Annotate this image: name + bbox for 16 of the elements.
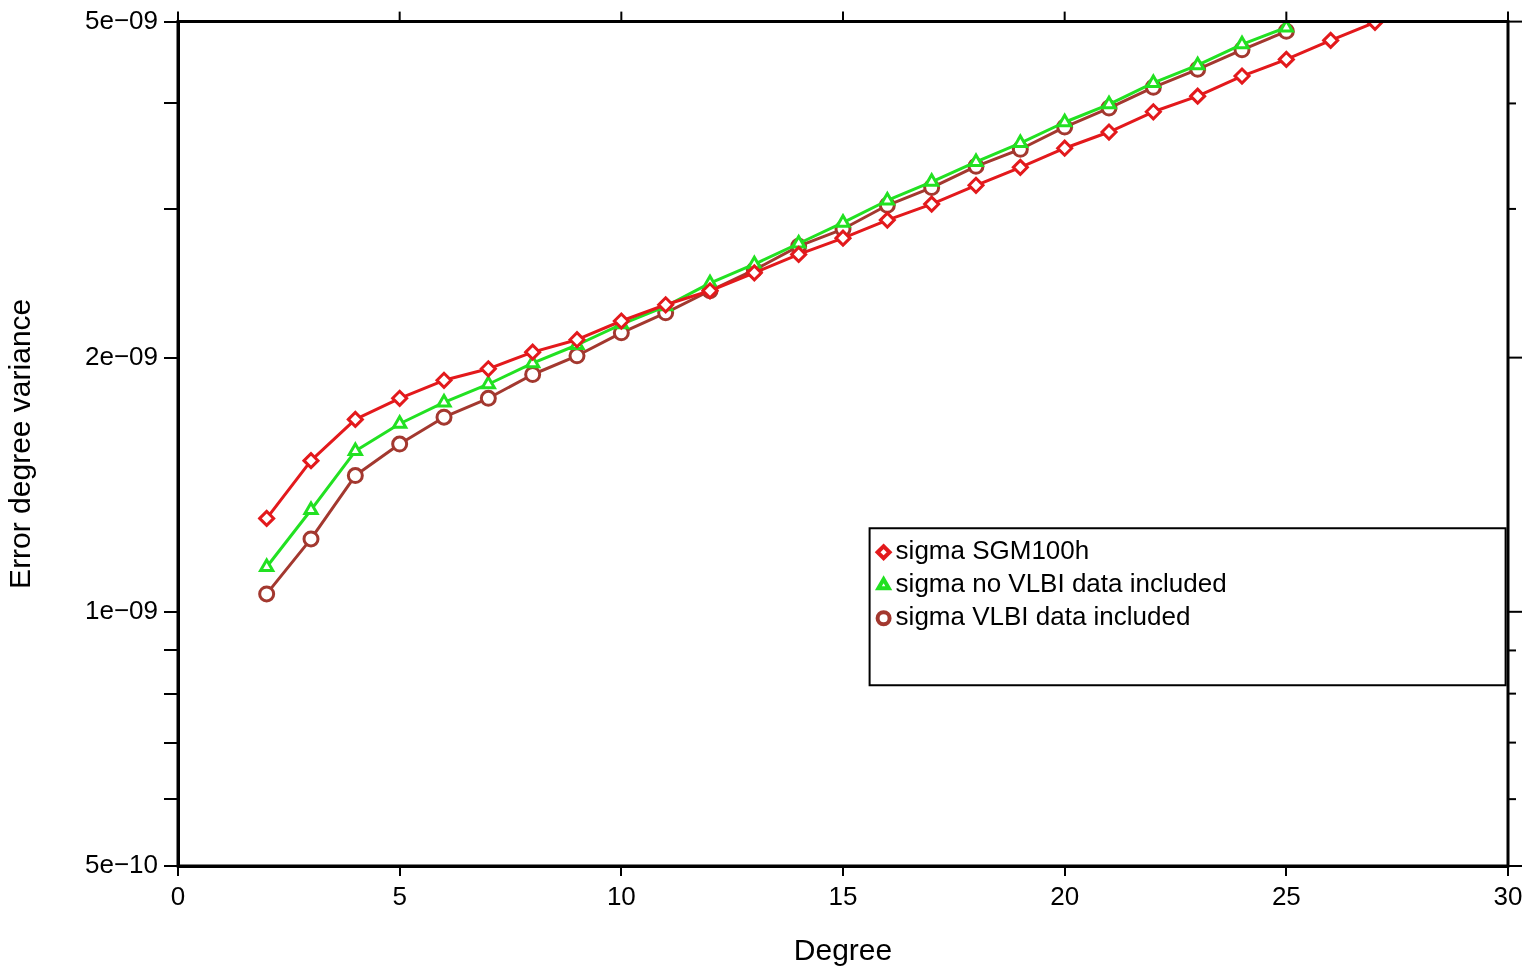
y-axis-title: Error degree variance bbox=[3, 298, 37, 589]
x-tick-label: 15 bbox=[828, 880, 858, 911]
y-tick-label: 5e−09 bbox=[84, 4, 158, 35]
y-tick-label: 1e−09 bbox=[84, 594, 158, 625]
y-tick-label: 5e−10 bbox=[84, 849, 158, 880]
legend-label: sigma no VLBI data included bbox=[895, 568, 1227, 599]
x-tick-label: 5 bbox=[392, 880, 407, 911]
x-tick-label: 10 bbox=[606, 880, 636, 911]
legend-label: sigma VLBI data included bbox=[895, 601, 1191, 632]
x-axis-title: Degree bbox=[793, 933, 893, 967]
x-tick-label: 0 bbox=[170, 880, 186, 911]
x-tick-label: 30 bbox=[1493, 880, 1523, 911]
legend-label: sigma SGM100h bbox=[895, 535, 1090, 566]
y-tick-label: 2e−09 bbox=[84, 340, 158, 371]
x-tick-label: 20 bbox=[1050, 880, 1080, 911]
x-tick-label: 25 bbox=[1271, 880, 1301, 911]
